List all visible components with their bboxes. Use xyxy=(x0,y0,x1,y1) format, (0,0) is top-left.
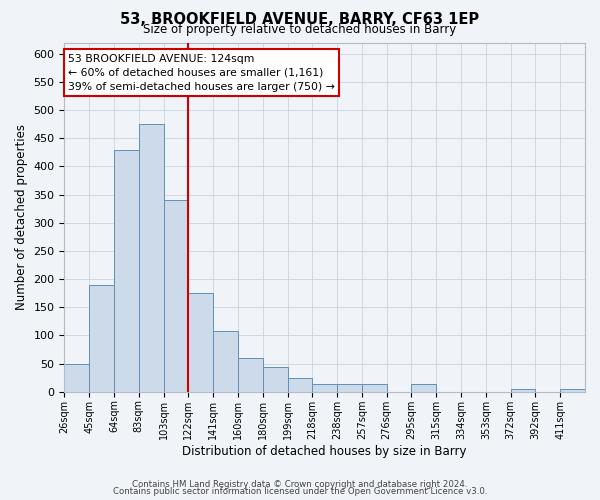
Bar xyxy=(287,378,313,392)
Text: 53, BROOKFIELD AVENUE, BARRY, CF63 1EP: 53, BROOKFIELD AVENUE, BARRY, CF63 1EP xyxy=(121,12,479,28)
Y-axis label: Number of detached properties: Number of detached properties xyxy=(15,124,28,310)
Bar xyxy=(263,367,287,392)
Bar xyxy=(89,285,114,392)
Bar xyxy=(362,384,386,392)
Bar xyxy=(313,384,337,392)
Bar xyxy=(511,389,535,392)
Bar xyxy=(238,358,263,392)
Bar xyxy=(188,293,213,392)
Bar xyxy=(164,200,188,392)
Bar xyxy=(139,124,164,392)
X-axis label: Distribution of detached houses by size in Barry: Distribution of detached houses by size … xyxy=(182,444,467,458)
Bar xyxy=(560,389,585,392)
Text: Contains public sector information licensed under the Open Government Licence v3: Contains public sector information licen… xyxy=(113,487,487,496)
Text: Contains HM Land Registry data © Crown copyright and database right 2024.: Contains HM Land Registry data © Crown c… xyxy=(132,480,468,489)
Bar xyxy=(114,150,139,392)
Bar xyxy=(337,384,362,392)
Text: Size of property relative to detached houses in Barry: Size of property relative to detached ho… xyxy=(143,22,457,36)
Bar xyxy=(213,331,238,392)
Bar xyxy=(412,384,436,392)
Text: 53 BROOKFIELD AVENUE: 124sqm
← 60% of detached houses are smaller (1,161)
39% of: 53 BROOKFIELD AVENUE: 124sqm ← 60% of de… xyxy=(68,54,335,92)
Bar xyxy=(64,364,89,392)
